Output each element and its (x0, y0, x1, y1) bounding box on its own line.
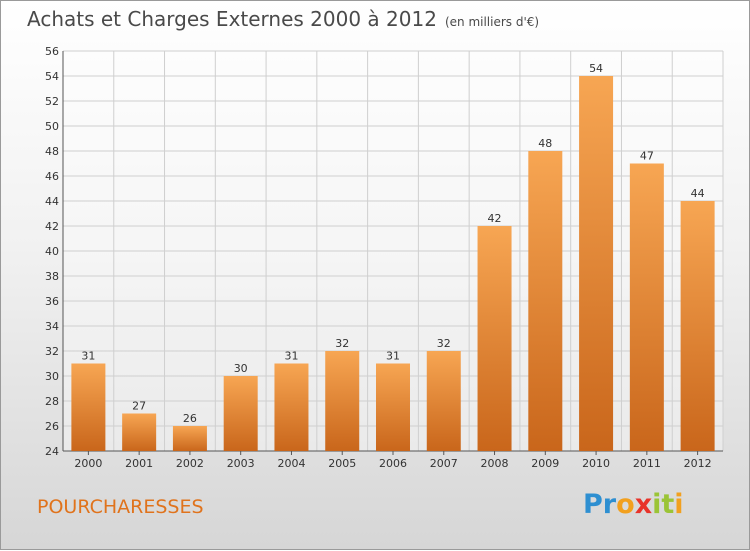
value-label-2003: 30 (234, 362, 248, 375)
value-label-2010: 54 (589, 62, 603, 75)
value-label-2007: 32 (437, 337, 451, 350)
x-tick-label-2002: 2002 (176, 457, 204, 470)
y-tick-label: 50 (45, 120, 59, 133)
label-layer: 31 27 26 30 31 32 31 32 42 48 54 47 44 (81, 62, 704, 425)
y-tick-label: 54 (45, 70, 59, 83)
bar-2004 (274, 363, 309, 451)
value-label-2008: 42 (488, 212, 502, 225)
value-label-2002: 26 (183, 412, 197, 425)
value-label-2005: 32 (335, 337, 349, 350)
y-tick-label: 28 (45, 395, 59, 408)
x-tick-label-2011: 2011 (633, 457, 661, 470)
value-label-2001: 27 (132, 400, 146, 413)
logo-letter: i (674, 489, 684, 520)
proxiti-logo[interactable]: Proxiti (583, 489, 684, 520)
unit-label: (en milliers d'€) (444, 15, 540, 29)
x-tick-label-2010: 2010 (582, 457, 610, 470)
bar-2001 (122, 413, 157, 451)
y-tick-label: 34 (45, 320, 59, 333)
y-tick-label: 52 (45, 95, 59, 108)
y-tick-label: 38 (45, 270, 59, 283)
y-tick-label: 26 (45, 420, 59, 433)
y-tick-label: 44 (45, 195, 59, 208)
y-tick-label: 46 (45, 170, 59, 183)
bar-2010 (579, 76, 614, 451)
logo-letter: t (661, 489, 675, 520)
y-tick-label: 30 (45, 370, 59, 383)
bar-layer (71, 76, 715, 451)
logo-letter: o (616, 489, 635, 520)
x-tick-label-2006: 2006 (379, 457, 407, 470)
x-tick-label-2005: 2005 (328, 457, 356, 470)
value-label-2012: 44 (691, 187, 705, 200)
y-tick-label: 24 (45, 445, 59, 458)
bar-2008 (477, 226, 512, 451)
x-tick-label-2003: 2003 (227, 457, 255, 470)
y-tick-label: 48 (45, 145, 59, 158)
y-tick-label: 40 (45, 245, 59, 258)
value-label-2011: 47 (640, 150, 654, 163)
bar-2007 (426, 351, 461, 451)
x-tick-label-2009: 2009 (531, 457, 559, 470)
x-tick-label-2012: 2012 (684, 457, 712, 470)
bar-2009 (528, 151, 563, 451)
y-tick-label: 56 (45, 45, 59, 58)
bar-2012 (680, 201, 715, 451)
x-tick-label-2007: 2007 (430, 457, 458, 470)
logo-letter: i (652, 489, 662, 520)
value-label-2000: 31 (81, 350, 95, 363)
x-tick-label-2008: 2008 (481, 457, 509, 470)
logo-letter: r (602, 489, 617, 520)
x-tick-label-2001: 2001 (125, 457, 153, 470)
y-tick-label: 42 (45, 220, 59, 233)
bar-2002 (172, 426, 207, 451)
logo-letter: P (583, 489, 603, 520)
logo-letter: x (634, 489, 653, 520)
x-tick-label-2004: 2004 (277, 457, 305, 470)
chart-title: Achats et Charges Externes 2000 à 2012 (e… (27, 7, 539, 31)
bar-2000 (71, 363, 106, 451)
y-tick-label: 36 (45, 295, 59, 308)
bar-2011 (629, 163, 664, 451)
bar-2005 (325, 351, 360, 451)
value-label-2006: 31 (386, 350, 400, 363)
bar-2003 (223, 376, 258, 451)
y-tick-label: 32 (45, 345, 59, 358)
title-text: Achats et Charges Externes 2000 à 2012 (27, 7, 437, 31)
bar-2006 (376, 363, 410, 451)
value-label-2009: 48 (538, 137, 552, 150)
value-label-2004: 31 (284, 350, 298, 363)
x-tick-label-2000: 2000 (74, 457, 102, 470)
place-name: POURCHARESSES (37, 496, 204, 518)
